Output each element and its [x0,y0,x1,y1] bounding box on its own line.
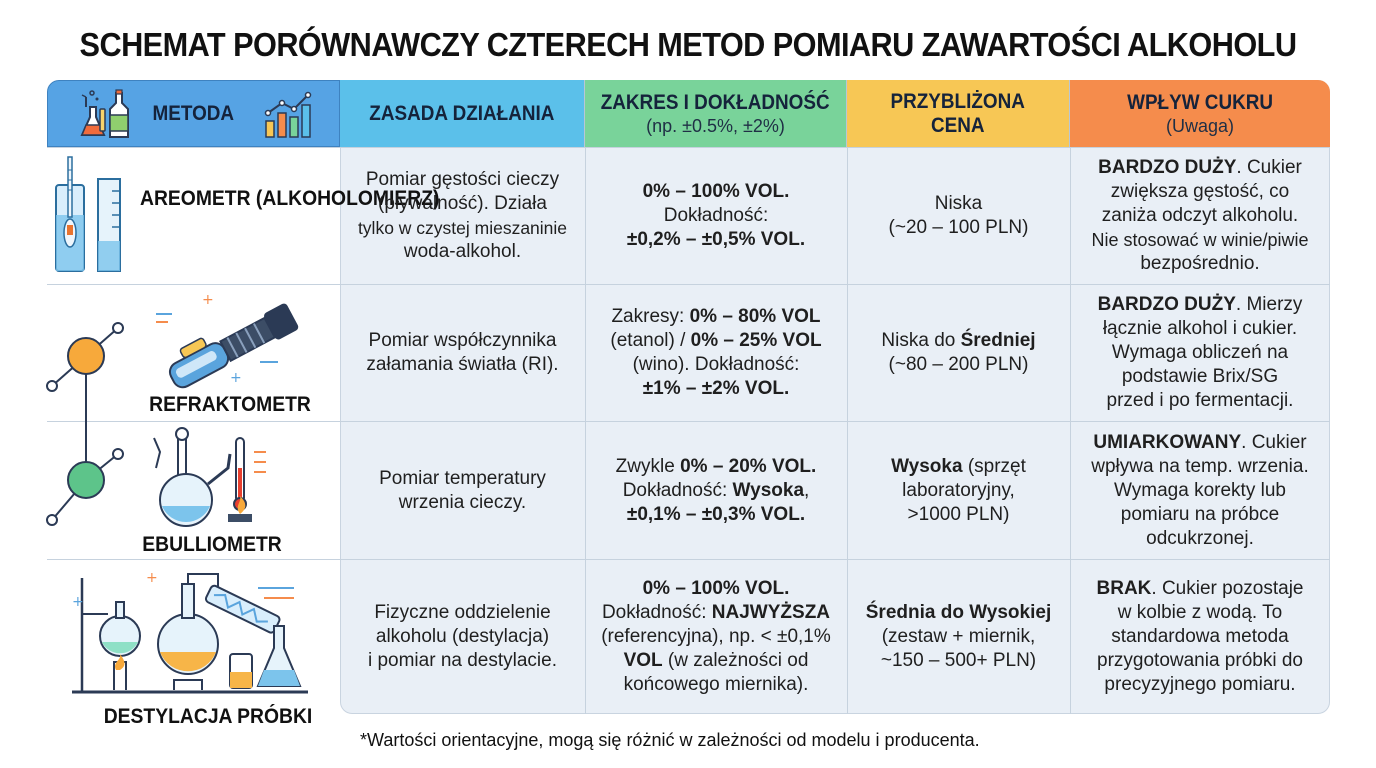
row2-principle: Pomiar współczynnika załamania światła (… [366,330,559,375]
header-range: ZAKRES I DOKŁADNOŚĆ (np. ±0.5%, ±2%) [585,80,847,147]
row-divider [47,421,1330,422]
connector-graphic [46,322,124,526]
row4-range: 0% – 100% VOL. Dokładność: NAJWYŻSZA (re… [601,578,831,695]
column-divider [585,147,586,714]
row2-range: Zakresy: 0% – 80% VOL (etanol) / 0% – 25… [610,306,822,399]
distillation-apparatus-icon: + + [72,570,308,694]
svg-text:+: + [230,370,242,386]
header-sugar: WPŁYW CUKRU (Uwaga) [1070,80,1330,147]
row4-principle: Fizyczne oddzielenie alkoholu (destylacj… [367,602,558,671]
row3-price: Wysoka (sprzęt laboratoryjny, >1000 PLN) [891,455,1026,525]
page-title: SCHEMAT PORÓWNAWCZY CZTERECH METOD POMIA… [79,26,1297,63]
row-divider [47,284,1330,285]
svg-text:+: + [202,292,214,308]
method-name-refraktometr: REFRAKTOMETR [149,393,311,416]
method-name-destylacja: DESTYLACJA PRÓBKI [103,705,313,728]
row4-sugar: BRAK. Cukier pozostaje w kolbie z wodą. … [1096,578,1304,695]
method-name-areometr: AREOMETR (ALKOHOLOMIERZ) [140,187,440,210]
method-name-ebulliometr: EBULLIOMETR [142,533,282,556]
svg-text:+: + [146,570,158,586]
column-divider [847,147,848,714]
row-divider [47,559,1330,560]
row2-price: Niska do Średniej (~80 – 200 PLN) [881,330,1036,375]
footnote: *Wartości orientacyjne, mogą się różnić … [360,730,980,750]
row2-sugar: BARDZO DUŻY. Mierzy łącznie alkohol i cu… [1097,294,1303,411]
header-method: METODA [47,80,340,147]
header-principle: ZASADA DZIAŁANIA [340,80,585,147]
row3-principle: Pomiar temperatury wrzenia cieczy. [379,467,546,513]
row3-sugar: UMIARKOWANY. Cukier wpływa na temp. wrze… [1091,431,1309,549]
bar-chart-icon [264,91,312,138]
row1-sugar: BARDZO DUŻY. Cukier zwiększa gęstość, co… [1091,157,1309,274]
comparison-table [340,80,1330,714]
row1-range: 0% – 100% VOL. Dokładność: ±0,2% – ±0,5%… [626,181,806,250]
hydrometer-icon [55,156,121,272]
refractometer-icon: + + [156,292,299,389]
header-price: PRZYBLIŻONA CENA [847,80,1070,147]
row-divider [47,147,1330,148]
header-method-label: METODA [152,102,235,125]
column-divider [1070,147,1071,714]
row1-principle: Pomiar gęstości cieczy (pływalność). Dzi… [357,169,568,262]
svg-text:+: + [72,594,84,610]
row4-price: Średnia do Wysokiej (zestaw + miernik, ~… [865,602,1052,671]
ebulliometer-icon [153,427,266,527]
row1-price: Niska (~20 – 100 PLN) [888,193,1029,238]
lab-flasks-icon [80,89,129,138]
row3-range: Zwykle 0% – 20% VOL. Dokładność: Wysoka,… [615,455,817,525]
